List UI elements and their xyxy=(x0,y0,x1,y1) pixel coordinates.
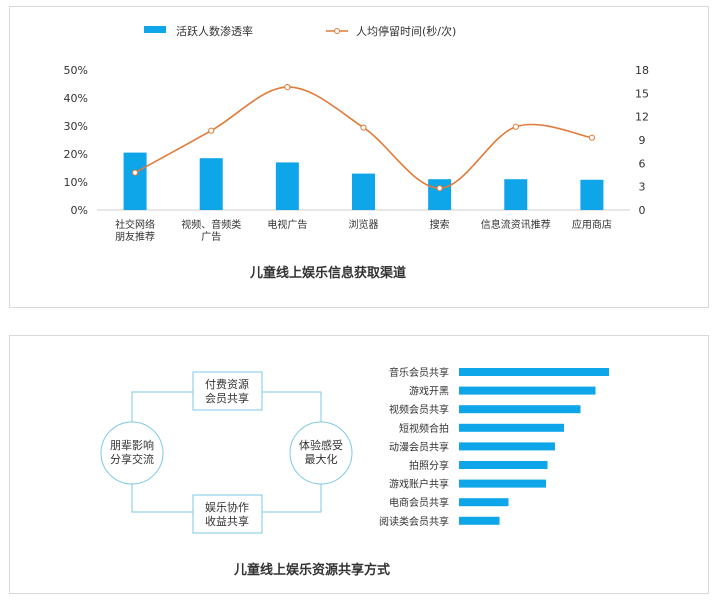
diagram-bottom-box xyxy=(192,494,263,534)
hbar xyxy=(459,405,581,414)
diagram-top-box-text: 会员共享 xyxy=(205,391,249,405)
hbar xyxy=(459,461,548,469)
y-right-tick-label: 6 xyxy=(639,157,646,170)
y-right-tick-label: 12 xyxy=(635,111,649,124)
hbar-category-label: 游戏账户共享 xyxy=(389,478,449,491)
legend-line-marker xyxy=(334,28,340,34)
bar xyxy=(199,158,223,210)
hbar xyxy=(459,498,509,507)
y-left-tick-label: 50% xyxy=(64,64,88,77)
line-point xyxy=(588,134,596,141)
diagram-bottom-box-text: 娱乐协作 xyxy=(205,500,249,514)
bar xyxy=(428,179,452,210)
diagram-right-circle-text: 最大化 xyxy=(305,452,338,466)
bar xyxy=(352,173,375,210)
diagram-right-circle-text: 体验感受 xyxy=(299,438,343,452)
diagram-left-circle-text: 朋辈影响 xyxy=(110,438,154,452)
legend-line-label: 人均停留时间(秒/次) xyxy=(356,24,456,38)
hbar xyxy=(459,423,564,432)
hbar xyxy=(459,386,596,395)
line-point xyxy=(284,84,291,91)
hbar-category-label: 动漫会员共享 xyxy=(389,440,449,453)
hbar-category-label: 电商会员共享 xyxy=(389,496,449,509)
x-tick-label: 信息流资讯推荐 xyxy=(481,218,551,231)
y-left-tick-label: 20% xyxy=(64,148,88,161)
chart-title: 儿童线上娱乐信息获取渠道 xyxy=(249,265,406,281)
y-left-tick-label: 30% xyxy=(64,120,88,133)
x-tick-label: 浏览器 xyxy=(349,218,379,231)
bottom-title: 儿童线上娱乐资源共享方式 xyxy=(233,562,390,578)
hbar xyxy=(459,442,555,451)
y-right-tick-label: 0 xyxy=(639,204,646,217)
y-left-tick-label: 10% xyxy=(64,176,88,189)
y-left-tick-label: 40% xyxy=(64,92,88,105)
diagram-left-circle-text: 分享交流 xyxy=(110,452,154,466)
hbar-category-label: 游戏开黑 xyxy=(409,385,449,398)
bar xyxy=(123,152,147,210)
diagram-bottom-box-text: 收益共享 xyxy=(205,514,249,528)
y-right-tick-label: 18 xyxy=(635,64,649,77)
y-right-tick-label: 15 xyxy=(635,87,649,100)
diagram-top-box-text: 付费资源 xyxy=(205,377,249,391)
diagram-right-circle xyxy=(289,421,353,485)
hbar-category-label: 阅读类会员共享 xyxy=(379,515,449,528)
bar xyxy=(580,179,604,210)
hbar-category-label: 短视频合拍 xyxy=(399,422,449,435)
legend-bar-label: 活跃人数渗透率 xyxy=(176,24,253,38)
x-tick-label: 视频、音频类 xyxy=(181,218,241,231)
hbar xyxy=(459,368,609,376)
hbar xyxy=(459,479,546,488)
x-tick-label: 应用商店 xyxy=(572,218,612,231)
x-tick-label: 广告 xyxy=(201,230,221,243)
diagram-top-box xyxy=(192,371,263,411)
x-tick-label: 朋友推荐 xyxy=(115,230,155,243)
y-left-tick-label: 0% xyxy=(71,204,88,217)
bar xyxy=(275,162,299,210)
line-point xyxy=(208,127,215,134)
line-point xyxy=(131,169,139,176)
bottom-chart-panel: 付费资源 会员共享娱乐协作 收益共享 朋辈影响 分享交流 体验感受 最大化 音乐会员共享游戏开… xyxy=(9,335,709,594)
combo-chart: 活跃人数渗透率 人均停留时间(秒/次) 0% 10% 20% 30% 40% 50% 0 3 6 9 1… xyxy=(64,24,649,281)
legend-bar-swatch xyxy=(144,26,166,33)
hbar-category-label: 视频会员共享 xyxy=(389,403,449,416)
line-point xyxy=(436,185,443,192)
line-point xyxy=(360,124,367,131)
y-right-tick-label: 3 xyxy=(639,181,646,194)
hbar xyxy=(459,516,500,525)
diagram-left-circle xyxy=(100,421,164,485)
x-tick-label: 电视广告 xyxy=(267,218,307,231)
line-point xyxy=(512,123,519,130)
bar xyxy=(504,179,528,210)
top-chart-panel: 活跃人数渗透率 人均停留时间(秒/次) 0% 10% 20% 30% 40% 50% 0 3 6 9 1… xyxy=(9,6,709,308)
y-right-tick-label: 9 xyxy=(639,134,646,147)
x-tick-label: 社交网络 xyxy=(115,218,155,231)
hbar-category-label: 拍照分享 xyxy=(409,459,449,472)
x-tick-label: 搜索 xyxy=(430,218,450,231)
hbar-category-label: 音乐会员共享 xyxy=(389,366,449,379)
